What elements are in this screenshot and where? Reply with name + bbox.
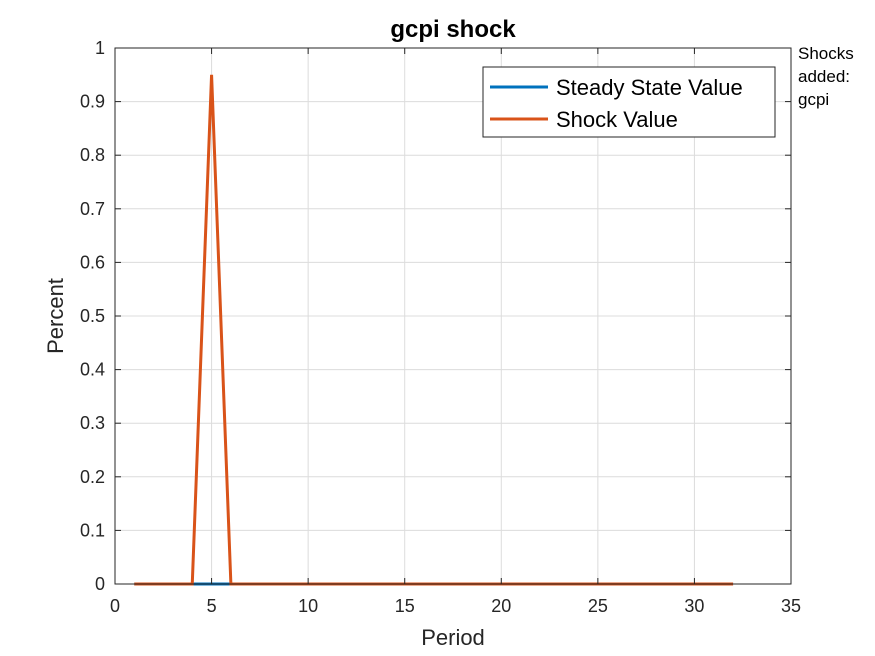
x-tick-label: 30 xyxy=(684,596,704,616)
x-tick-label: 35 xyxy=(781,596,801,616)
x-axis-label: Period xyxy=(421,625,485,650)
y-tick-label: 0.5 xyxy=(80,306,105,326)
y-axis-label: Percent xyxy=(43,278,68,354)
axis-ticks: 0 5 10 15 20 25 30 35 0 0.1 0.2 0.3 0.4 0.5 0.6 0.7 0.8 0… xyxy=(80,38,801,616)
x-tick-label: 25 xyxy=(588,596,608,616)
annotation-line: added: xyxy=(798,67,850,86)
y-tick-label: 0.7 xyxy=(80,199,105,219)
y-tick-label: 0.1 xyxy=(80,520,105,540)
chart-title: gcpi shock xyxy=(390,16,516,43)
x-tick-label: 20 xyxy=(491,596,511,616)
x-tick-label: 0 xyxy=(110,596,120,616)
y-tick-label: 0.4 xyxy=(80,360,105,380)
legend-label: Shock Value xyxy=(556,107,678,132)
y-tick-label: 0.2 xyxy=(80,467,105,487)
y-tick-label: 0 xyxy=(95,574,105,594)
legend: Steady State Value Shock Value xyxy=(482,66,776,138)
legend-label: Steady State Value xyxy=(556,75,743,100)
legend-box xyxy=(482,66,776,138)
x-tick-label: 10 xyxy=(298,596,318,616)
y-tick-label: 1 xyxy=(95,38,105,58)
x-tick-label: 5 xyxy=(207,596,217,616)
x-tick-label: 15 xyxy=(395,596,415,616)
annotation-line: gcpi xyxy=(798,90,830,109)
annotation-line: Shocks xyxy=(798,44,854,63)
y-tick-label: 0.9 xyxy=(80,92,105,112)
y-tick-label: 0.6 xyxy=(80,252,105,272)
shocks-annotation: Shocks added: gcpi xyxy=(798,42,875,111)
y-tick-label: 0.3 xyxy=(80,413,105,433)
y-tick-label: 0.8 xyxy=(80,145,105,165)
